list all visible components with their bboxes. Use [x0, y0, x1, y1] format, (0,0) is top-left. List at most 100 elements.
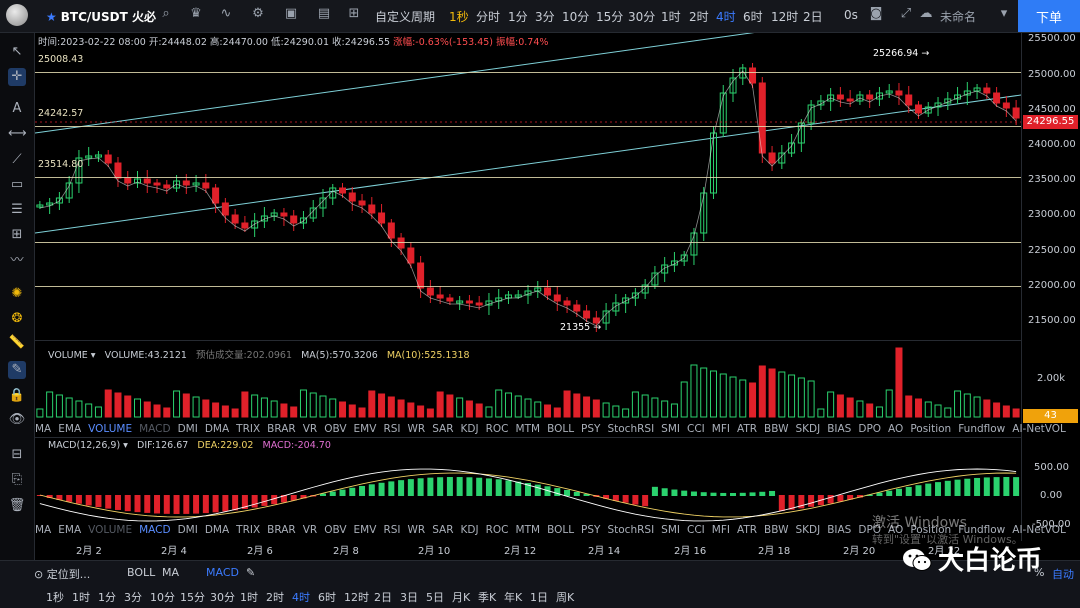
macd-header[interactable]: MACD(12,26,9): [48, 440, 121, 451]
indicator-tab[interactable]: BBW: [764, 524, 789, 536]
timeframe-11[interactable]: 12时: [771, 10, 799, 24]
timeframe-12[interactable]: 2日: [803, 10, 823, 24]
bottom-timeframe[interactable]: 1时: [72, 591, 90, 604]
indicator-tab[interactable]: MA: [35, 524, 52, 536]
custom-period-dropdown[interactable]: 自定义周期: [375, 10, 436, 24]
text-tool-icon[interactable]: A: [12, 101, 22, 116]
timeframe-2[interactable]: 1分: [508, 10, 528, 24]
bottom-timeframe[interactable]: 30分: [210, 591, 235, 604]
expand-icon[interactable]: ⤢: [900, 6, 912, 21]
indicator-tab[interactable]: PSY: [581, 423, 601, 435]
indicator-tab[interactable]: OBV: [324, 423, 347, 435]
timeframe-10[interactable]: 6时: [743, 10, 763, 24]
bottom-timeframe[interactable]: 5日: [426, 591, 444, 604]
layout-icon[interactable]: ▣: [284, 6, 298, 21]
indicator-icon[interactable]: ∿: [220, 6, 232, 21]
indicator-tab[interactable]: VOLUME: [88, 423, 133, 435]
indicator-tab[interactable]: ATR: [736, 423, 758, 435]
bottom-timeframe[interactable]: 1时: [240, 591, 258, 604]
alarm-icon[interactable]: ▤: [317, 6, 331, 21]
chart-canvas[interactable]: [35, 33, 1021, 541]
eye-icon[interactable]: 👁: [8, 412, 26, 427]
bottom-timeframe[interactable]: 12时: [344, 591, 369, 604]
bottom-timeframe[interactable]: 月K: [452, 591, 471, 604]
percent-toggle[interactable]: %: [1034, 566, 1045, 579]
level-line-2[interactable]: [35, 126, 1021, 127]
locate-button[interactable]: ⊙ 定位到...: [34, 568, 91, 581]
indicator-tab[interactable]: MACD: [139, 423, 171, 435]
indicator-tab[interactable]: CCI: [687, 423, 705, 435]
timeframe-5[interactable]: 15分: [596, 10, 624, 24]
search-icon[interactable]: ⌕: [162, 6, 170, 21]
pattern-icon[interactable]: ✺: [11, 286, 23, 301]
indicator-tab[interactable]: MFI: [711, 423, 730, 435]
seconds-label[interactable]: 0s: [844, 8, 858, 22]
chevron-down-icon[interactable]: ▾: [1000, 6, 1008, 21]
indicator-tab[interactable]: MFI: [711, 524, 730, 536]
indicator-tab[interactable]: Fundflow: [958, 423, 1006, 435]
indicator-tab[interactable]: ROC: [485, 524, 509, 536]
indicator-tab[interactable]: RSI: [383, 423, 401, 435]
grid-tool-icon[interactable]: ⊞: [11, 227, 23, 242]
indicator-tab[interactable]: Position: [910, 524, 952, 536]
auto-toggle[interactable]: 自动: [1052, 568, 1074, 581]
indicator-tab[interactable]: ROC: [485, 423, 509, 435]
indicator-tab[interactable]: BOLL: [547, 524, 575, 536]
pen-icon[interactable]: ✎: [8, 361, 26, 379]
indicator-tab[interactable]: SKDJ: [795, 423, 821, 435]
camera-icon[interactable]: ◙: [869, 6, 883, 21]
bottom-timeframe[interactable]: 15分: [180, 591, 205, 604]
indicator-tab[interactable]: MACD: [139, 524, 171, 536]
indicator-tab[interactable]: MTM: [515, 423, 541, 435]
timeframe-0[interactable]: 1秒: [449, 10, 469, 24]
indicator-tab[interactable]: DMA: [204, 423, 230, 435]
indicator-tab[interactable]: SAR: [432, 524, 454, 536]
timeframe-4[interactable]: 10分: [562, 10, 590, 24]
bottom-timeframe[interactable]: 3分: [124, 591, 142, 604]
indicator-tab[interactable]: BRAR: [267, 524, 296, 536]
indicator-tab[interactable]: SKDJ: [795, 524, 821, 536]
indicator-tab[interactable]: BIAS: [827, 423, 852, 435]
bottom-timeframe[interactable]: 1分: [98, 591, 116, 604]
indicator-tab[interactable]: DMA: [204, 524, 230, 536]
indicator-tab[interactable]: EMA: [58, 524, 82, 536]
indicator-tab[interactable]: PSY: [581, 524, 601, 536]
order-button[interactable]: 下单: [1018, 0, 1080, 32]
lock-icon[interactable]: 🔒: [8, 388, 26, 403]
wave-tool-icon[interactable]: 〰: [10, 253, 24, 268]
indicator-tab[interactable]: OBV: [324, 524, 347, 536]
trendline-icon[interactable]: ⟋: [12, 152, 22, 167]
indicator-tab[interactable]: BBW: [764, 423, 789, 435]
indicator-tab[interactable]: KDJ: [460, 423, 479, 435]
clipboard-icon[interactable]: ⎘: [11, 472, 23, 487]
indicator-tab[interactable]: BIAS: [827, 524, 852, 536]
indicator-tab[interactable]: DPO: [858, 423, 882, 435]
bottom-timeframe[interactable]: 1日: [530, 591, 548, 604]
bottom-timeframe[interactable]: 6时: [318, 591, 336, 604]
indicator-tab[interactable]: AO: [888, 423, 904, 435]
bottom-timeframe[interactable]: 周K: [556, 591, 575, 604]
edit-icon[interactable]: ✎: [246, 566, 256, 579]
indicator-tab[interactable]: MTM: [515, 524, 541, 536]
indicator-tab[interactable]: StochRSI: [607, 524, 655, 536]
indicator-tab[interactable]: TRIX: [236, 524, 261, 536]
timeframe-8[interactable]: 2时: [689, 10, 709, 24]
fib-lines-icon[interactable]: ☰: [11, 202, 23, 217]
indicator-tab[interactable]: AO: [888, 524, 904, 536]
bottom-timeframe[interactable]: 4时: [292, 591, 310, 604]
ruler-icon[interactable]: 📏: [8, 335, 26, 350]
bottom-timeframe[interactable]: 10分: [150, 591, 175, 604]
timeframe-9[interactable]: 4时: [716, 10, 736, 24]
indicator-tab[interactable]: DMI: [177, 524, 198, 536]
indicator-tab[interactable]: CCI: [687, 524, 705, 536]
indicator-tab[interactable]: StochRSI: [607, 423, 655, 435]
bottom-timeframe[interactable]: 季K: [478, 591, 497, 604]
bottom-timeframe[interactable]: 1秒: [46, 591, 64, 604]
indicator-tab[interactable]: EMV: [353, 423, 377, 435]
timeframe-7[interactable]: 1时: [661, 10, 681, 24]
crown-icon[interactable]: ♛: [190, 6, 202, 21]
favorite-star-icon[interactable]: ★: [46, 10, 57, 24]
indicator-tab[interactable]: WR: [407, 524, 426, 536]
trash-icon[interactable]: 🗑: [8, 498, 26, 513]
crosshair-icon[interactable]: ✛: [8, 68, 26, 86]
